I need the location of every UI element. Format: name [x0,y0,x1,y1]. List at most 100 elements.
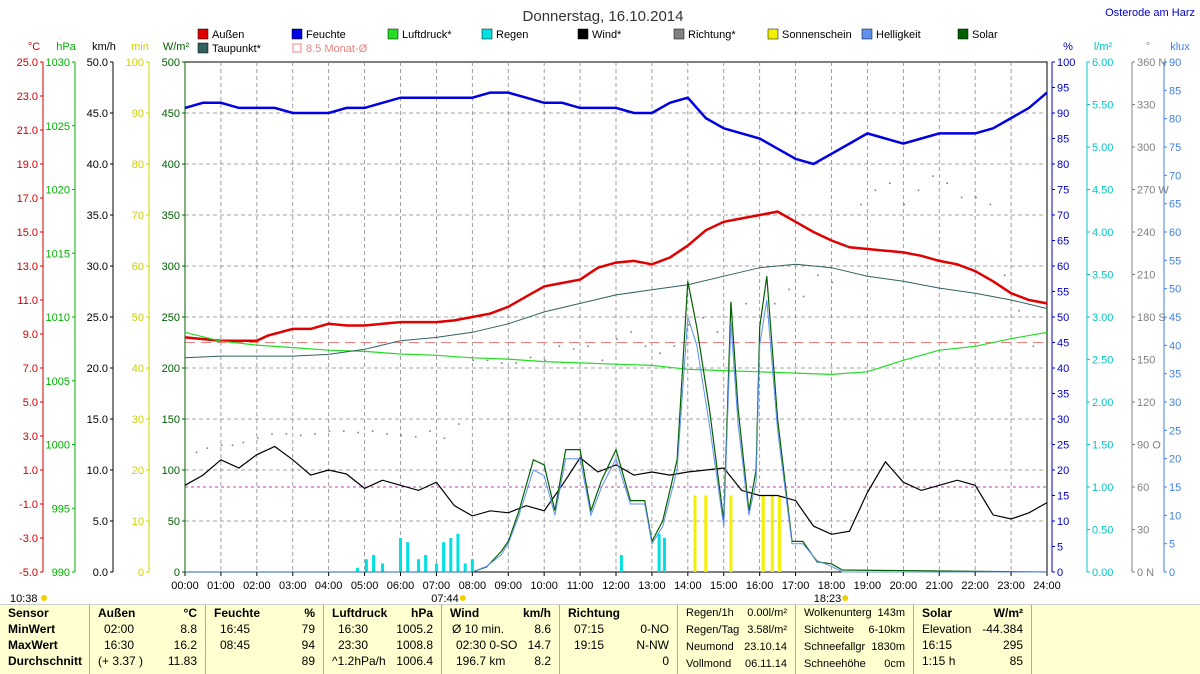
x-axis-tick-label: 13:00 [638,580,666,592]
direction-point [271,433,273,435]
schneefall-label: Schneefallgr [804,641,866,653]
left-axis-tick-label: 20.0 [87,363,108,375]
left-axis-tick-label: 25.0 [87,312,108,324]
left-axis-tick-label: 3.0 [23,431,38,443]
x-axis-tick-label: 16:00 [746,580,774,592]
right-axis-tick-label: 100 [1057,57,1075,69]
right-axis-tick-label: 210 [1137,270,1155,282]
direction-point [486,359,489,362]
direction-point [774,302,776,305]
x-axis-tick-label: 22:00 [961,580,989,592]
bars [355,495,781,572]
direction-point [817,274,819,277]
left-axis-tick-label: 25.0 [17,57,38,69]
legend-swatch [197,42,209,54]
left-axis-tick-label: 50 [168,516,180,528]
rain-bar [463,563,467,572]
feuchte-max-val: 94 [301,638,315,652]
x-axis-tick-label: 09:00 [494,580,522,592]
left-axis-tick-label: 9.0 [23,329,38,341]
direction-point [989,203,992,206]
x-axis-tick-label: 24:00 [1033,580,1061,592]
solar-avg-val: 85 [1009,654,1023,668]
left-axis-tick-label: 50.0 [87,57,108,69]
left-axis-unit: W/m² [163,41,190,53]
x-axis-tick-label: 06:00 [387,580,415,592]
series-line-taupunkt [184,263,1048,359]
left-axis-tick-label: 1020 [46,185,70,197]
summary-wind: Wind km/h Ø 10 min. 8.6 02:30 0-SO 14.7 196… [442,605,560,674]
x-axis-tick-label: 12:00 [602,580,630,592]
left-axis-tick-label: 10 [132,516,144,528]
left-axis-tick-label: 200 [162,363,180,375]
aussen-avg-val: 11.83 [167,654,197,668]
x-axis-tick-label: 17:00 [782,580,810,592]
corner-sun-marker [41,595,47,601]
left-axis-tick-label: 1005 [46,376,70,388]
right-axis-tick-label: 0 [1169,567,1175,579]
direction-point [730,324,733,326]
left-axis-tick-label: 11.0 [17,295,38,307]
left-axis-unit: hPa [56,41,76,53]
series-line-helligkeit [185,299,1047,573]
x-axis-tick-label: 07:00 [423,580,451,592]
left-axis-unit: min [131,41,149,53]
legend-swatch [767,28,779,40]
direction-point [975,196,977,199]
right-axis-tick-label: 60 [1057,261,1069,273]
direction-point [195,451,198,454]
direction-point [386,433,388,435]
right-axis-tick-label: 5.00 [1092,142,1113,154]
direction-point [220,444,223,447]
left-axis-tick-label: 0 [138,567,144,579]
right-axis-tick-label: 50 [1057,312,1069,324]
wolken-val: 143m [877,607,905,619]
left-axis-tick-label: -5.0 [19,567,38,579]
wind-avg-val: 8.2 [534,654,551,668]
legend-swatch [387,28,399,40]
direction-point [831,281,834,284]
right-axis-tick-label: 60 [1137,482,1149,494]
summary-feuchte: Feuchte% 16:45 79 08:45 94 89 [206,605,324,674]
sunshine-bar [777,495,781,572]
legend-swatch [577,28,589,40]
feuchte-min-time: 16:45 [220,622,251,636]
direction-point [371,430,374,432]
solar-max-time: 16:15 [922,638,953,652]
direction-point [328,430,331,432]
right-axis-tick-label: 70 [1169,170,1181,182]
neumond-label: Neumond [686,641,734,653]
right-axis-tick-label: 25 [1169,425,1181,437]
direction-point [587,345,589,347]
right-axis-tick-label: 30 [1057,414,1069,426]
aussen-head: Außen [98,606,136,620]
solar-max-val: 295 [1002,638,1023,652]
direction-point [231,444,234,447]
legend-label: Helligkeit [876,29,921,41]
feuchte-avg-val: 89 [301,654,315,668]
left-axis-tick-label: -3.0 [19,533,38,545]
direction-point [716,331,719,333]
right-axis-tick-label: 55 [1057,287,1069,299]
x-axis-tick-label: 08:00 [459,580,487,592]
direction-point [529,356,532,359]
direction-point [544,359,546,362]
aussen-min-time: 02:00 [104,622,135,636]
direction-point [702,317,704,319]
right-axis-tick-label: 360 N [1137,57,1166,69]
luftdruck-min-val: 1005.2 [396,622,433,636]
right-axis-tick-label: 30 [1137,525,1149,537]
sunshine-bar [761,495,765,572]
direction-point [860,203,862,206]
right-axis-tick-label: 20 [1169,454,1181,466]
direction-point [256,437,259,440]
right-axis-tick-label: 80 [1057,159,1069,171]
left-axis-tick-label: 50 [132,312,144,324]
rain-bar [416,559,420,572]
legend-swatch [861,28,873,40]
x-axis-tick-label: 15:00 [710,580,738,592]
x-axis-tick-label: 00:00 [171,580,199,592]
left-axis-tick-label: 40.0 [87,159,108,171]
legend-swatch [292,43,302,53]
summary-sensor: Sensor MinWert MaxWert Durchschnitt [0,605,90,674]
